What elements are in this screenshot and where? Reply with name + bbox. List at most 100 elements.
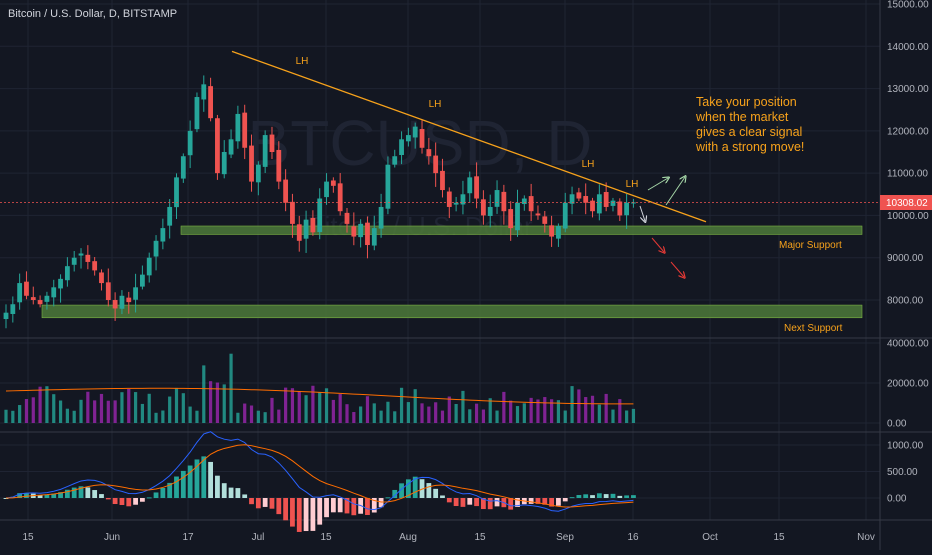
candle-body — [624, 202, 630, 216]
note-line-4: with a strong move! — [695, 140, 804, 154]
candle-body — [412, 126, 418, 138]
volume-bar — [488, 398, 492, 423]
candle-body — [344, 212, 350, 224]
macd-histogram-bar — [330, 498, 336, 513]
volume-bar — [577, 389, 581, 423]
macd-histogram-bar — [419, 479, 425, 498]
macd-histogram-bar — [569, 497, 575, 499]
time-tick-label: 15 — [320, 532, 332, 543]
candle-body — [508, 209, 514, 229]
volume-bar — [406, 402, 410, 423]
volume-bar — [297, 390, 301, 423]
price-tick-label: 12000.00 — [887, 126, 929, 137]
macd-histogram-bar — [487, 498, 493, 510]
volume-bar — [229, 353, 233, 423]
time-tick-label: 15 — [773, 532, 785, 543]
candle-body — [603, 192, 609, 207]
volume-bar — [570, 386, 574, 423]
volume-bar — [529, 397, 533, 423]
volume-bar — [611, 409, 615, 423]
macd-histogram-bar — [562, 498, 568, 502]
volume-bar — [45, 386, 49, 423]
candle-body — [317, 198, 323, 233]
volume-bar — [447, 396, 451, 423]
macd-histogram-bar — [535, 498, 541, 504]
volume-bar — [522, 403, 526, 423]
candle-body — [235, 113, 241, 142]
macd-histogram-bar — [433, 488, 439, 498]
volume-bar — [65, 408, 69, 423]
price-tick-label: 10000.00 — [887, 211, 929, 222]
note-line-3: gives a clear signal — [696, 125, 802, 139]
macd-histogram-bar — [167, 482, 173, 498]
candle-body — [296, 224, 302, 241]
volume-bar — [24, 399, 29, 423]
volume-bar — [4, 409, 8, 423]
macd-histogram-bar — [596, 493, 602, 498]
volume-bar — [86, 391, 90, 423]
time-tick-label: Oct — [702, 532, 718, 543]
candle-body — [180, 156, 186, 179]
candle-body — [99, 272, 104, 284]
candle-body — [51, 287, 57, 298]
macd-histogram-bar — [194, 459, 200, 498]
last-price-tag — [880, 195, 932, 210]
candle-body — [105, 282, 111, 300]
candle-body — [140, 274, 145, 287]
candle-body — [201, 84, 207, 100]
volume-bar — [509, 400, 513, 423]
grid-lines — [0, 0, 880, 520]
candle-body — [494, 190, 500, 207]
candle-body — [276, 149, 282, 182]
volume-bar — [372, 403, 376, 423]
candle-body — [146, 257, 152, 276]
volume-bar — [202, 365, 206, 423]
volume-bar — [550, 399, 554, 423]
volume-bar — [311, 385, 315, 423]
candle-body — [133, 287, 138, 300]
macd-histogram-bar — [85, 487, 91, 498]
macd-tick-label: 1000.00 — [887, 441, 924, 452]
down-arrow-1 — [651, 237, 664, 252]
volume-bar — [174, 387, 179, 423]
time-tick-label: Aug — [399, 532, 417, 543]
volume-bar — [72, 410, 76, 423]
candle-body — [37, 300, 43, 305]
major-support-label: Major Support — [779, 240, 842, 251]
candle-body — [358, 223, 364, 238]
volume-bar — [434, 402, 438, 423]
candle-body — [569, 194, 575, 204]
volume-bar — [106, 400, 110, 423]
lh-label-4: LH — [626, 179, 639, 190]
macd-histogram-bar — [221, 483, 227, 498]
candle-body — [215, 118, 220, 174]
macd-tick-label: 0.00 — [887, 494, 907, 505]
candle-body — [446, 191, 452, 207]
volume-bar — [52, 394, 56, 423]
volume-bar — [365, 396, 370, 423]
macd-histogram-bar — [99, 494, 104, 498]
volume-bar — [99, 393, 104, 423]
support-zones — [41, 225, 863, 319]
macd-histogram-bar — [405, 479, 411, 498]
volume-bar — [18, 405, 22, 423]
volume-bar — [515, 406, 520, 423]
candle-body — [44, 295, 50, 302]
volume-bar — [249, 405, 254, 423]
major-support-zone — [180, 225, 863, 235]
macd-line — [5, 431, 634, 512]
volume-bar — [133, 392, 138, 423]
macd-histogram-bar — [105, 498, 111, 500]
volume-bar — [386, 401, 390, 423]
candle-body — [528, 196, 534, 212]
macd-histogram-bar — [17, 493, 23, 498]
time-tick-label: 17 — [182, 532, 194, 543]
volume-bar — [161, 410, 165, 423]
time-axis: 15 Jun 17 Jul 15 Aug 15 Sep 16 Oct 15 Nov — [22, 532, 874, 543]
macd-histogram-bar — [37, 494, 43, 498]
macd-histogram-bar — [412, 476, 418, 498]
volume-bar — [338, 394, 342, 423]
descending-trendline[interactable] — [231, 50, 707, 223]
